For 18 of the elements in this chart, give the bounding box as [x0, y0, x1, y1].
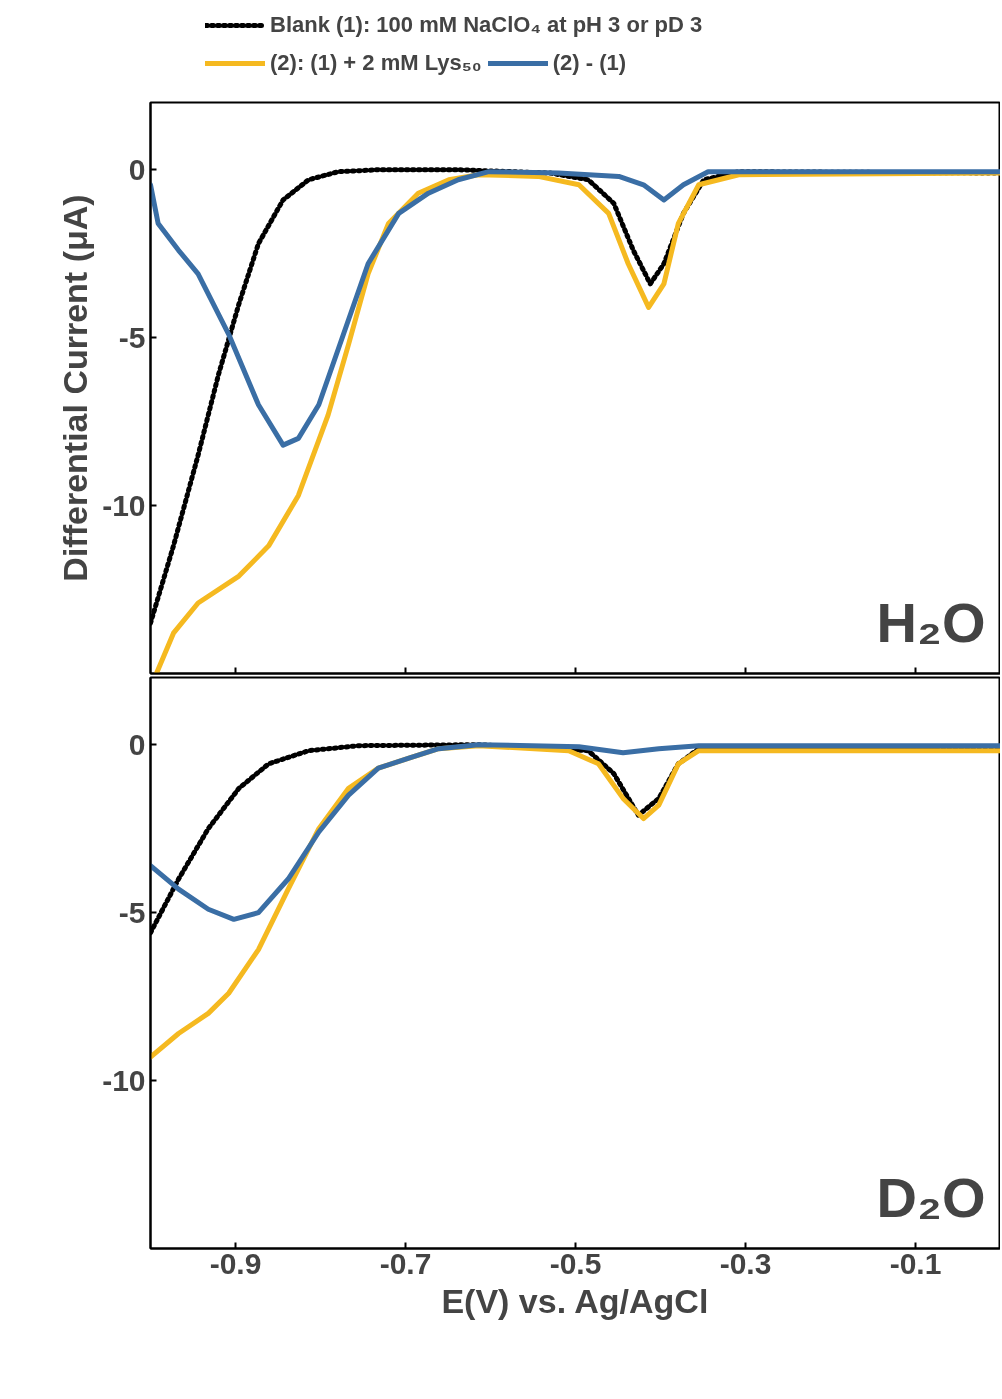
y-tick-label: 0: [128, 152, 146, 186]
legend-label: (2) - (1): [552, 50, 627, 76]
x-tick-label: -0.1: [889, 1246, 942, 1280]
x-tick-label: -0.3: [719, 1246, 772, 1280]
y-axis-title: Differential Current (μA): [56, 194, 95, 582]
y-tick-label: -10: [102, 488, 146, 522]
y-tick-label: -5: [118, 895, 146, 929]
x-tick-label: -0.7: [379, 1246, 432, 1280]
legend-label: (2): (1) + 2 mM Lys₅₀: [270, 50, 482, 76]
x-axis-title: E(V) vs. Ag/AgCl: [441, 1281, 709, 1320]
x-tick-label: -0.5: [549, 1246, 602, 1280]
y-tick-label: -5: [118, 320, 146, 354]
legend-label: Blank (1): 100 mM NaClO₄ at pH 3 or pD 3: [270, 12, 703, 38]
annotation: D₂O: [876, 1165, 986, 1229]
x-tick-label: -0.9: [209, 1246, 262, 1280]
y-tick-label: -10: [102, 1063, 146, 1097]
y-tick-label: 0: [128, 727, 146, 761]
annotation: H₂O: [876, 590, 986, 654]
